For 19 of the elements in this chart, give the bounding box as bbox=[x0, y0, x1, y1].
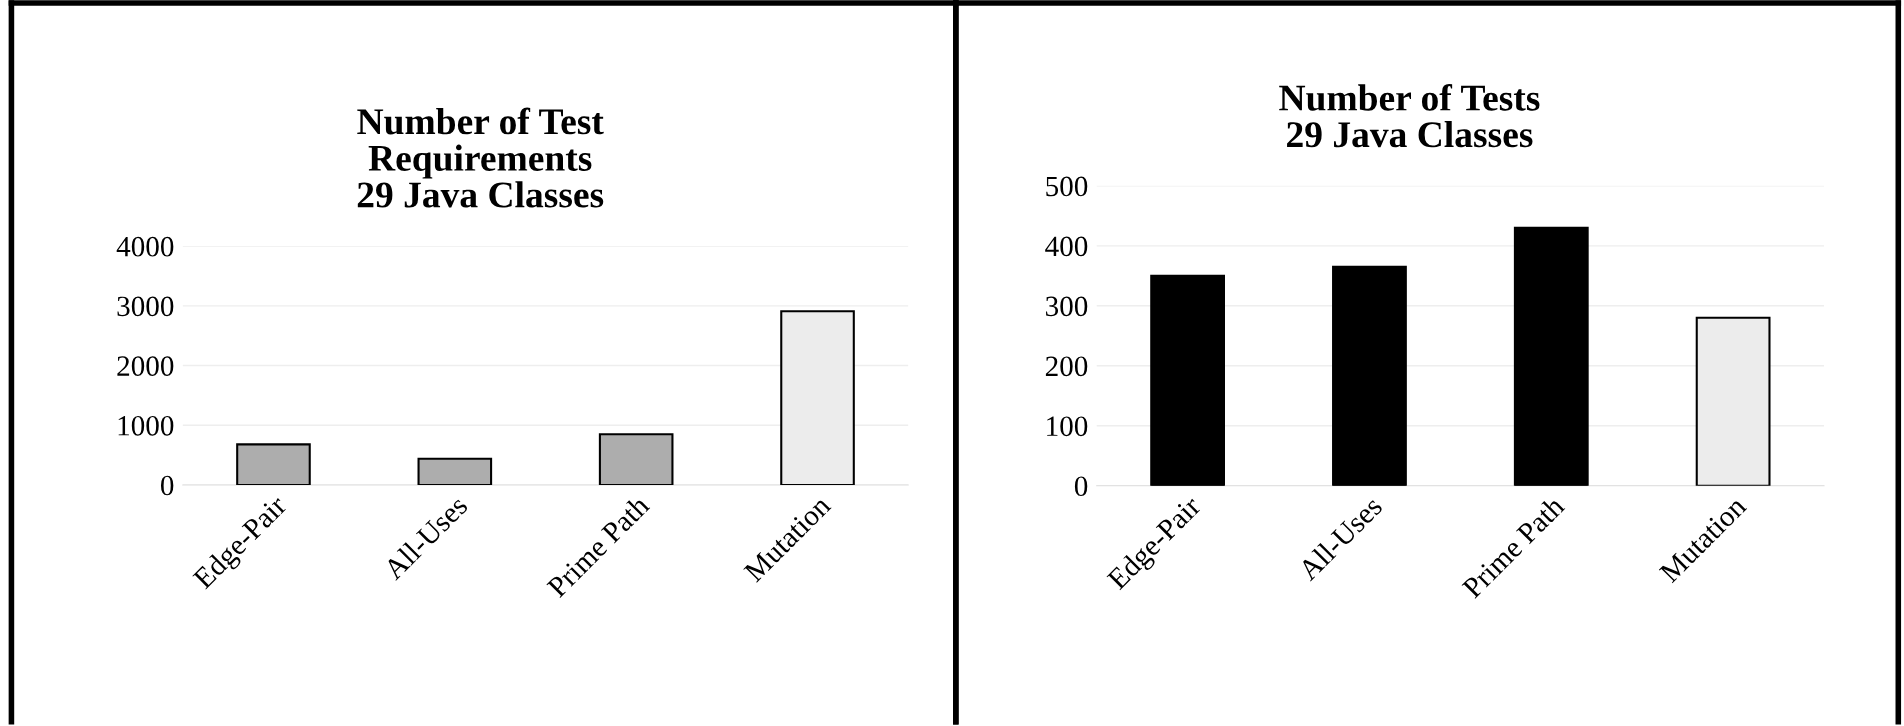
bar bbox=[417, 457, 493, 485]
bar bbox=[598, 433, 674, 485]
y-tick-label: 100 bbox=[1047, 416, 1088, 437]
y-tick-label: 4000 bbox=[116, 236, 174, 257]
y-tick-label: 300 bbox=[1046, 296, 1088, 317]
y-tick-label: 3000 bbox=[117, 296, 174, 317]
y-tick-label: 200 bbox=[1045, 356, 1088, 377]
chart-title: Number of Test Requirements 29 Java Classes bbox=[357, 107, 604, 208]
y-tick-label: 400 bbox=[1045, 236, 1088, 257]
bar bbox=[1150, 274, 1226, 486]
y-tick-label: 1000 bbox=[118, 415, 174, 436]
chart-title: Number of Tests 29 Java Classes bbox=[1279, 83, 1540, 148]
bar bbox=[1513, 226, 1589, 486]
y-tick-label: 500 bbox=[1046, 176, 1088, 197]
bar bbox=[236, 443, 311, 485]
y-tick-label: 2000 bbox=[117, 356, 174, 376]
y-tick-label: 0 bbox=[160, 475, 174, 496]
bar bbox=[1332, 265, 1407, 486]
y-tick-label: 0 bbox=[1074, 476, 1088, 497]
